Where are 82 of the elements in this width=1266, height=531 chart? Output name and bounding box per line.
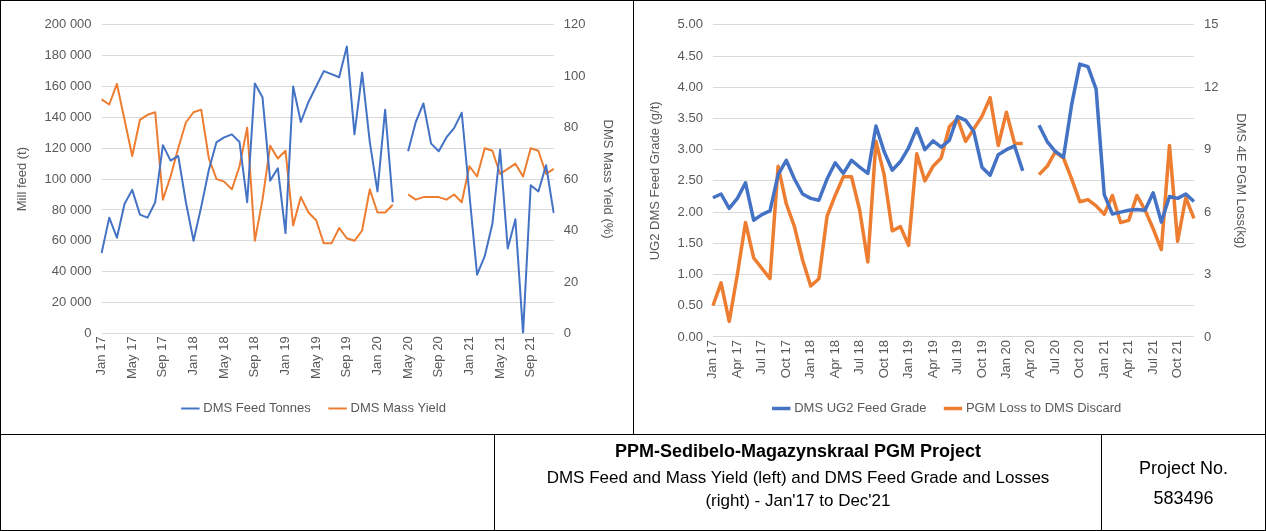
x-tick-label: Jan 19 [900, 339, 916, 380]
x-tick-label: Sep 19 [338, 336, 354, 378]
y2-tick-label: 6 [1203, 203, 1212, 219]
x-tick-label: Jul 18 [851, 339, 867, 375]
y-axis-title: UG2 DMS Feed Grade (g/t) [647, 101, 663, 261]
x-tick-label: Jan 19 [277, 336, 293, 376]
y-tick-label: 140 000 [44, 108, 92, 124]
y-tick-label: 5.00 [677, 16, 703, 32]
x-tick-label: May 18 [215, 336, 231, 380]
x-tick-label: May 20 [399, 336, 415, 380]
legend-label: DMS Mass Yield [350, 400, 446, 416]
y2-tick-label: 80 [563, 119, 579, 135]
y2-tick-label: 15 [1203, 16, 1219, 32]
x-tick-label: Jan 20 [997, 339, 1013, 380]
x-tick-label: Jan 18 [185, 336, 201, 376]
y-axis-title: Mill feed (t) [14, 146, 30, 212]
x-tick-label: Oct 19 [973, 339, 989, 379]
y2-tick-label: 120 [563, 16, 586, 32]
y-tick-label: 1.00 [677, 266, 703, 282]
legend-label: DMS UG2 Feed Grade [794, 400, 927, 416]
y-tick-label: 3.50 [677, 110, 703, 126]
y-tick-label: 40 000 [51, 263, 92, 279]
x-tick-label: Apr 21 [1120, 339, 1136, 379]
x-tick-label: Oct 17 [777, 339, 793, 379]
y-tick-label: 100 000 [44, 170, 92, 186]
text: DMS Feed and Mass Yield (left) and DMS Feed Grade and Losses (right) - Jan'17 to Dec'21 [545, 467, 1051, 512]
text: 583496 [1153, 486, 1214, 510]
y2-tick-label: 0 [563, 324, 571, 340]
x-tick-label: Sep 17 [154, 336, 170, 378]
y2-axis-title: DMS 4E PGM Loss(kg) [1233, 113, 1249, 249]
y-tick-label: 4.50 [677, 47, 703, 63]
x-tick-label: Oct 20 [1071, 339, 1087, 379]
y-tick-label: 2.00 [677, 203, 703, 219]
x-tick-label: Apr 20 [1022, 339, 1038, 379]
x-tick-label: Jul 17 [753, 339, 769, 375]
y2-tick-label: 0 [1203, 328, 1212, 344]
x-tick-label: Jan 18 [802, 339, 818, 380]
x-tick-label: May 21 [491, 336, 507, 380]
y2-tick-label: 12 [1203, 78, 1219, 94]
y-tick-label: 0.00 [677, 328, 703, 344]
y-tick-label: 120 000 [44, 139, 92, 155]
text: PPM-Sedibelo-Magazynskraal PGM Project [613, 441, 983, 462]
y-tick-label: 1.50 [677, 234, 703, 250]
y2-tick-label: 100 [563, 67, 586, 83]
x-tick-label: May 19 [307, 336, 323, 380]
y-tick-label: 20 000 [51, 294, 92, 310]
x-tick-label: Jan 17 [704, 339, 720, 380]
y-tick-label: 0 [84, 324, 92, 340]
x-tick-label: Oct 18 [875, 339, 891, 379]
legend-label: DMS Feed Tonnes [203, 400, 312, 416]
x-tick-label: Sep 18 [246, 336, 262, 378]
y-tick-label: 2.50 [677, 172, 703, 188]
y-tick-label: 4.00 [677, 78, 703, 94]
x-tick-label: May 17 [123, 336, 139, 380]
legend-label: PGM Loss to DMS Discard [965, 400, 1122, 416]
x-tick-label: Oct 21 [1169, 339, 1185, 379]
text: Project No. [1138, 456, 1229, 480]
y2-tick-label: 3 [1203, 266, 1212, 282]
x-tick-label: Apr 17 [728, 339, 744, 379]
x-tick-label: Jul 21 [1144, 339, 1160, 375]
y2-tick-label: 9 [1203, 141, 1212, 157]
x-tick-label: Apr 18 [826, 339, 842, 379]
y-tick-label: 3.00 [677, 141, 703, 157]
y-tick-label: 160 000 [44, 78, 92, 94]
x-tick-label: Jan 17 [93, 336, 109, 376]
x-tick-label: Jan 21 [460, 336, 476, 376]
y2-tick-label: 60 [563, 170, 579, 186]
y-tick-label: 80 000 [51, 201, 92, 217]
y-tick-label: 180 000 [44, 47, 92, 63]
x-tick-label: Apr 19 [924, 339, 940, 379]
y-tick-label: 0.50 [677, 297, 703, 313]
x-tick-label: Sep 21 [522, 336, 538, 378]
x-tick-label: Jul 20 [1046, 339, 1062, 375]
y-tick-label: 200 000 [44, 16, 92, 32]
y2-tick-label: 20 [563, 273, 579, 289]
x-tick-label: Jan 20 [369, 336, 385, 376]
y2-axis-title: DMS Mass Yield (%) [600, 119, 616, 239]
y2-tick-label: 40 [563, 222, 579, 238]
x-tick-label: Sep 20 [430, 336, 446, 378]
x-tick-label: Jul 19 [949, 339, 965, 375]
y-tick-label: 60 000 [51, 232, 92, 248]
x-tick-label: Jan 21 [1095, 339, 1111, 380]
